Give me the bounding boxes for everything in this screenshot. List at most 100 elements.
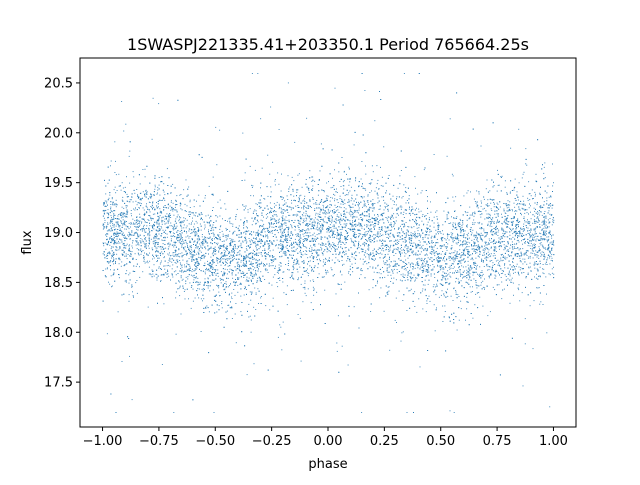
- data-point: [163, 183, 165, 185]
- data-point: [326, 231, 328, 233]
- data-point: [175, 291, 177, 293]
- data-point: [448, 267, 450, 268]
- data-point: [221, 255, 223, 257]
- data-point: [377, 264, 379, 266]
- data-point: [403, 233, 405, 234]
- data-point: [541, 228, 543, 230]
- data-point: [360, 248, 362, 250]
- data-point: [457, 223, 459, 225]
- data-point: [196, 253, 198, 255]
- data-point: [272, 230, 274, 231]
- data-point: [387, 286, 389, 288]
- data-point: [422, 288, 424, 290]
- data-point: [481, 270, 483, 272]
- data-point: [447, 274, 448, 276]
- data-point: [485, 210, 487, 212]
- data-point: [472, 212, 474, 214]
- data-point: [180, 224, 182, 226]
- data-point: [288, 227, 290, 229]
- data-point: [463, 259, 465, 261]
- data-point: [493, 202, 495, 203]
- data-point: [309, 260, 311, 262]
- data-point: [156, 273, 158, 275]
- data-point: [522, 263, 524, 265]
- data-point: [499, 239, 501, 240]
- data-point: [412, 251, 414, 253]
- data-point: [360, 178, 362, 180]
- data-point: [537, 211, 538, 213]
- data-point: [257, 232, 259, 234]
- data-point: [393, 260, 395, 262]
- data-point: [251, 263, 253, 265]
- data-point: [355, 180, 356, 182]
- data-point: [546, 197, 548, 199]
- data-point: [284, 232, 285, 233]
- data-point: [520, 212, 522, 214]
- data-point: [216, 260, 218, 261]
- data-point: [482, 280, 484, 282]
- data-point: [368, 210, 370, 212]
- data-point: [313, 219, 315, 221]
- data-point: [245, 207, 246, 209]
- data-point: [512, 266, 514, 268]
- data-point: [449, 268, 451, 270]
- data-point: [515, 210, 517, 212]
- data-point: [511, 245, 513, 247]
- data-point: [551, 237, 553, 239]
- data-point: [498, 284, 500, 286]
- data-point: [161, 251, 163, 253]
- data-point: [534, 276, 535, 278]
- data-point: [541, 224, 543, 226]
- data-point: [291, 250, 293, 252]
- data-point: [339, 206, 341, 208]
- data-point: [464, 240, 466, 242]
- data-point: [251, 292, 253, 294]
- data-point: [314, 208, 316, 210]
- data-point: [521, 207, 523, 209]
- data-point: [426, 300, 428, 302]
- data-point: [334, 262, 335, 264]
- data-point: [198, 194, 200, 196]
- data-point: [320, 226, 322, 228]
- data-point: [291, 244, 293, 245]
- data-point: [473, 272, 475, 274]
- data-point: [468, 237, 470, 239]
- data-point: [436, 247, 438, 249]
- data-point: [335, 257, 337, 259]
- data-point: [404, 233, 406, 235]
- data-point: [147, 306, 149, 308]
- data-point: [148, 201, 150, 203]
- data-point: [316, 203, 318, 205]
- data-point: [330, 267, 332, 269]
- data-point: [371, 257, 373, 259]
- data-point: [440, 232, 442, 234]
- data-point: [222, 258, 224, 260]
- data-point: [398, 290, 400, 292]
- data-point: [518, 233, 520, 235]
- data-point: [179, 286, 181, 288]
- data-point: [530, 234, 532, 236]
- data-point: [339, 198, 341, 200]
- data-point: [404, 274, 406, 276]
- data-point: [348, 192, 350, 194]
- data-point: [376, 183, 378, 185]
- data-point: [543, 220, 545, 222]
- data-point: [397, 228, 399, 230]
- data-point: [314, 225, 316, 227]
- data-point: [304, 282, 306, 284]
- data-point: [484, 245, 486, 247]
- data-point: [246, 374, 248, 376]
- data-point: [473, 219, 475, 221]
- data-point: [272, 216, 274, 218]
- data-point: [138, 207, 140, 208]
- data-point: [533, 237, 535, 239]
- data-point: [287, 250, 289, 251]
- data-point: [114, 210, 116, 212]
- data-point: [264, 231, 266, 233]
- data-point: [390, 230, 392, 231]
- data-point: [552, 243, 554, 245]
- data-point: [133, 223, 135, 225]
- data-point: [358, 241, 360, 243]
- data-point: [249, 165, 251, 167]
- data-point: [137, 244, 139, 246]
